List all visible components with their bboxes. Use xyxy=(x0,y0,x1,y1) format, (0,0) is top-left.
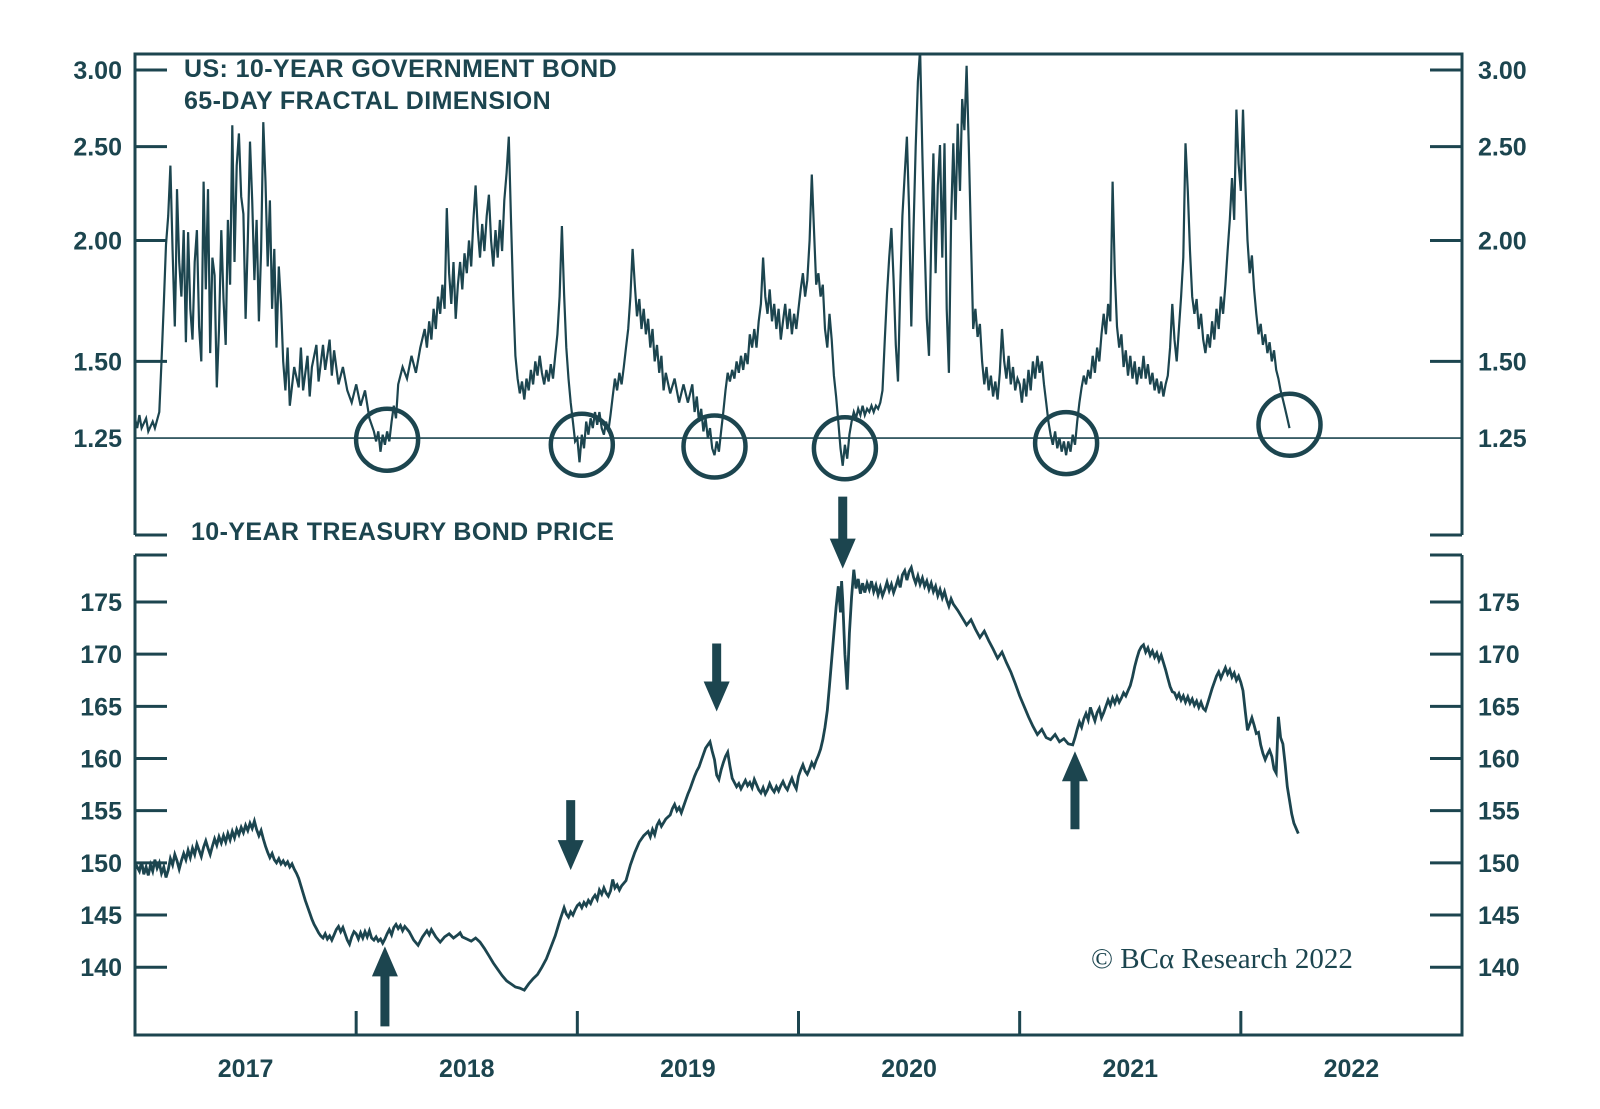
y-axis-label-right: 165 xyxy=(1478,693,1520,721)
top-panel-frame xyxy=(133,52,1464,535)
y-axis-label-left: 2.50 xyxy=(73,134,122,162)
y-axis-label-left: 1.50 xyxy=(73,348,122,376)
y-axis-label-right: 145 xyxy=(1478,902,1520,930)
y-axis-label-left: 150 xyxy=(80,850,122,878)
low-fractal-circle-annotation xyxy=(353,406,421,473)
y-axis-label-left: 2.00 xyxy=(73,227,122,255)
x-year-label: 2017 xyxy=(218,1055,274,1083)
up-arrow-annotation xyxy=(1061,751,1088,830)
treasury-price-series-line xyxy=(133,563,1300,992)
x-year-label: 2018 xyxy=(439,1055,495,1083)
y-axis-label-right: 140 xyxy=(1478,954,1520,982)
y-axis-label-left: 140 xyxy=(80,954,122,982)
y-axis-label-left: 175 xyxy=(80,589,122,617)
y-axis-label-left: 3.00 xyxy=(73,57,122,85)
y-axis-label-left: 170 xyxy=(80,641,122,669)
down-arrow-annotation xyxy=(703,643,730,712)
low-fractal-circle-annotation xyxy=(1032,409,1100,477)
low-fractal-circle-annotation xyxy=(548,411,616,479)
y-axis-label-right: 150 xyxy=(1478,850,1520,878)
y-axis-label-right: 160 xyxy=(1478,746,1520,774)
y-axis-label-right: 170 xyxy=(1478,641,1520,669)
x-year-label: 2021 xyxy=(1102,1055,1158,1083)
low-fractal-circle-annotation xyxy=(681,413,748,480)
down-arrow-annotation xyxy=(829,496,856,569)
y-axis-label-right: 1.25 xyxy=(1478,425,1527,453)
y-axis-label-right: 3.00 xyxy=(1478,57,1527,85)
copyright-credit: © BCα Research 2022 xyxy=(1091,943,1353,975)
y-axis-label-right: 1.50 xyxy=(1478,348,1527,376)
y-axis-label-left: 165 xyxy=(80,693,122,721)
x-year-label: 2019 xyxy=(660,1055,716,1083)
bottom-panel-title: 10-YEAR TREASURY BOND PRICE xyxy=(191,518,615,546)
top-panel-title-line1: US: 10-YEAR GOVERNMENT BOND xyxy=(184,55,618,83)
y-axis-label-right: 155 xyxy=(1478,798,1520,826)
y-axis-label-right: 175 xyxy=(1478,589,1520,617)
up-arrow-annotation xyxy=(371,946,398,1027)
low-fractal-circle-annotation xyxy=(811,415,879,482)
y-axis-label-left: 145 xyxy=(80,902,122,930)
y-axis-label-right: 2.00 xyxy=(1478,227,1527,255)
x-year-label: 2020 xyxy=(881,1055,937,1083)
low-fractal-circle-annotation xyxy=(1256,391,1323,459)
fractal-dimension-series-line xyxy=(135,54,1291,466)
down-arrow-annotation xyxy=(557,800,584,871)
y-axis-label-right: 2.50 xyxy=(1478,134,1527,162)
y-axis-label-left: 155 xyxy=(80,798,122,826)
top-panel-title-line2: 65-DAY FRACTAL DIMENSION xyxy=(184,87,552,115)
y-axis-label-left: 160 xyxy=(80,746,122,774)
y-axis-label-left: 1.25 xyxy=(73,425,122,453)
x-year-label: 2022 xyxy=(1324,1055,1380,1083)
